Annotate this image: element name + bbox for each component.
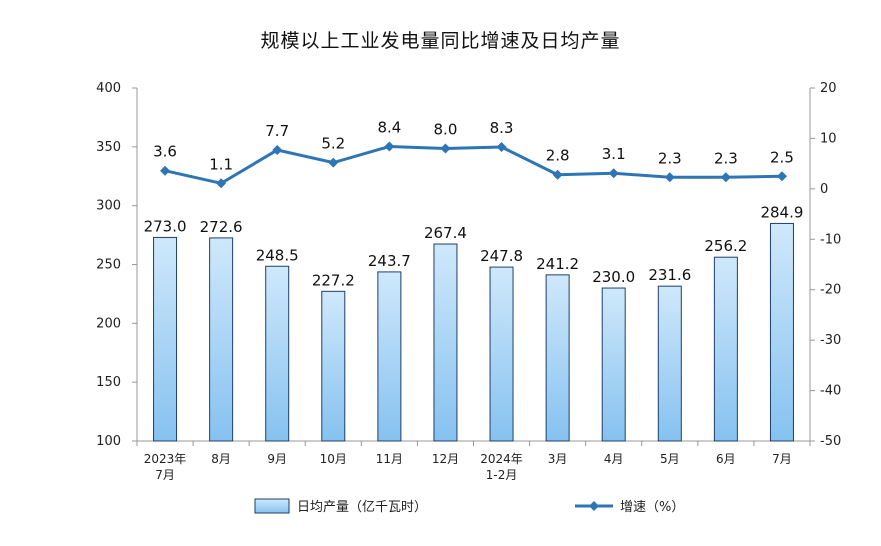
x-tick-label: 3月 bbox=[548, 452, 568, 466]
bar-value-label: 243.7 bbox=[368, 252, 411, 270]
y-right-tick-label: 20 bbox=[820, 81, 837, 96]
y-right-tick-label: -10 bbox=[820, 232, 841, 247]
line-value-label: 2.3 bbox=[714, 149, 738, 167]
bar-value-label: 248.5 bbox=[256, 246, 299, 264]
bar-value-label: 227.2 bbox=[312, 271, 355, 289]
bar bbox=[489, 266, 514, 442]
x-tick-label: 8月 bbox=[211, 452, 231, 466]
bar bbox=[377, 271, 402, 442]
bar-value-label: 230.0 bbox=[592, 268, 635, 286]
x-tick-label: 4月 bbox=[604, 452, 624, 466]
y-right-tick-label: -40 bbox=[820, 384, 841, 399]
bar bbox=[433, 243, 458, 442]
line-value-label: 8.0 bbox=[434, 121, 458, 139]
line-value-label: 2.3 bbox=[658, 149, 682, 167]
line-value-label: 5.2 bbox=[321, 135, 345, 153]
bar bbox=[769, 222, 794, 442]
bar-value-label: 247.8 bbox=[480, 247, 523, 265]
y-left-tick-label: 150 bbox=[96, 375, 121, 390]
bar bbox=[153, 236, 178, 442]
legend-bar-swatch bbox=[254, 498, 290, 514]
x-tick-label: 9月 bbox=[267, 452, 287, 466]
line-point bbox=[440, 143, 451, 154]
x-tick-label: 2023年 7月 bbox=[144, 452, 187, 482]
bar-value-label: 256.2 bbox=[704, 237, 747, 255]
line-point bbox=[384, 141, 395, 152]
y-left-tick-label: 300 bbox=[96, 199, 121, 214]
line-point bbox=[272, 145, 283, 156]
line-point bbox=[776, 171, 787, 182]
y-right-tick-label: -50 bbox=[820, 434, 841, 449]
bar bbox=[657, 285, 682, 442]
line-point bbox=[216, 178, 227, 189]
bar-value-label: 231.6 bbox=[648, 266, 691, 284]
line-value-label: 7.7 bbox=[265, 122, 289, 140]
legend-line-marker bbox=[589, 501, 599, 511]
line-value-label: 2.8 bbox=[546, 147, 570, 165]
bar bbox=[601, 287, 626, 442]
line-value-label: 3.6 bbox=[153, 143, 177, 161]
y-right-tick-label: 10 bbox=[820, 131, 837, 146]
line-value-label: 8.4 bbox=[377, 118, 401, 136]
y-right-tick-label: -20 bbox=[820, 283, 841, 298]
bar bbox=[545, 274, 570, 442]
line-point bbox=[328, 157, 339, 168]
x-tick-label: 7月 bbox=[772, 452, 792, 466]
line-value-label: 8.3 bbox=[490, 119, 514, 137]
bar bbox=[209, 237, 234, 442]
x-tick-label: 12月 bbox=[432, 452, 459, 466]
legend-line-label: 增速（%） bbox=[620, 500, 684, 515]
line-point bbox=[552, 169, 563, 180]
line-point bbox=[664, 172, 675, 183]
line-point bbox=[496, 142, 507, 153]
x-tick-label: 6月 bbox=[716, 452, 736, 466]
bar-value-label: 241.2 bbox=[536, 255, 579, 273]
y-right-tick-label: -30 bbox=[820, 333, 841, 348]
x-tick-label: 5月 bbox=[660, 452, 680, 466]
line-point bbox=[160, 165, 171, 176]
chart-title: 规模以上工业发电量同比增速及日均产量 bbox=[260, 30, 621, 52]
line-point bbox=[720, 172, 731, 183]
line-value-label: 1.1 bbox=[209, 155, 233, 173]
y-right-tick-label: 0 bbox=[820, 182, 828, 197]
bar-value-label: 284.9 bbox=[760, 203, 803, 221]
line-point bbox=[608, 168, 619, 179]
y-left-tick-label: 200 bbox=[96, 316, 121, 331]
bar-value-label: 267.4 bbox=[424, 224, 467, 242]
bar-value-label: 273.0 bbox=[144, 217, 187, 235]
line-value-label: 3.1 bbox=[602, 145, 626, 163]
bar-value-label: 272.6 bbox=[200, 218, 243, 236]
x-tick-label: 10月 bbox=[320, 452, 347, 466]
bar bbox=[321, 290, 346, 442]
y-left-tick-label: 400 bbox=[96, 81, 121, 96]
y-left-tick-label: 350 bbox=[96, 140, 121, 155]
line-value-label: 2.5 bbox=[770, 148, 794, 166]
growth-line bbox=[164, 144, 782, 185]
y-left-tick-label: 100 bbox=[96, 434, 121, 449]
bar bbox=[265, 265, 290, 442]
x-tick-label: 11月 bbox=[376, 452, 403, 466]
y-left-tick-label: 250 bbox=[96, 258, 121, 273]
bar bbox=[713, 256, 738, 442]
legend-bar-label: 日均产量（亿千瓦时） bbox=[297, 500, 427, 515]
x-tick-label: 2024年 1-2月 bbox=[480, 452, 523, 482]
